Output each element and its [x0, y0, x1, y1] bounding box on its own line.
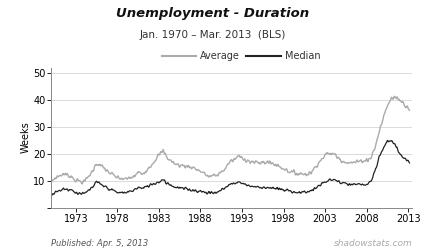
Average: [363, 160, 368, 163]
Average: [259, 160, 264, 163]
Line: Average: Average: [51, 96, 409, 184]
Median: [362, 184, 367, 186]
Average: [79, 182, 85, 186]
Median: [385, 139, 390, 142]
Median: [407, 162, 412, 164]
Text: Published: Apr. 5, 2013: Published: Apr. 5, 2013: [51, 238, 148, 248]
Median: [141, 186, 146, 190]
Average: [284, 167, 289, 170]
Average: [217, 171, 222, 174]
Text: shadowstats.com: shadowstats.com: [334, 238, 412, 248]
Text: Jan. 1970 – Mar. 2013  (BLS): Jan. 1970 – Mar. 2013 (BLS): [139, 30, 286, 40]
Text: Median: Median: [285, 51, 320, 61]
Average: [392, 95, 397, 98]
Median: [258, 186, 263, 189]
Average: [407, 109, 412, 112]
Text: Unemployment - Duration: Unemployment - Duration: [116, 8, 309, 20]
Average: [141, 172, 146, 174]
Median: [48, 194, 54, 197]
Y-axis label: Weeks: Weeks: [20, 122, 30, 153]
Line: Median: Median: [51, 140, 409, 196]
Median: [217, 190, 222, 192]
Median: [283, 189, 288, 192]
Median: [68, 188, 74, 191]
Text: Average: Average: [200, 51, 240, 61]
Average: [48, 178, 54, 181]
Average: [68, 174, 74, 178]
